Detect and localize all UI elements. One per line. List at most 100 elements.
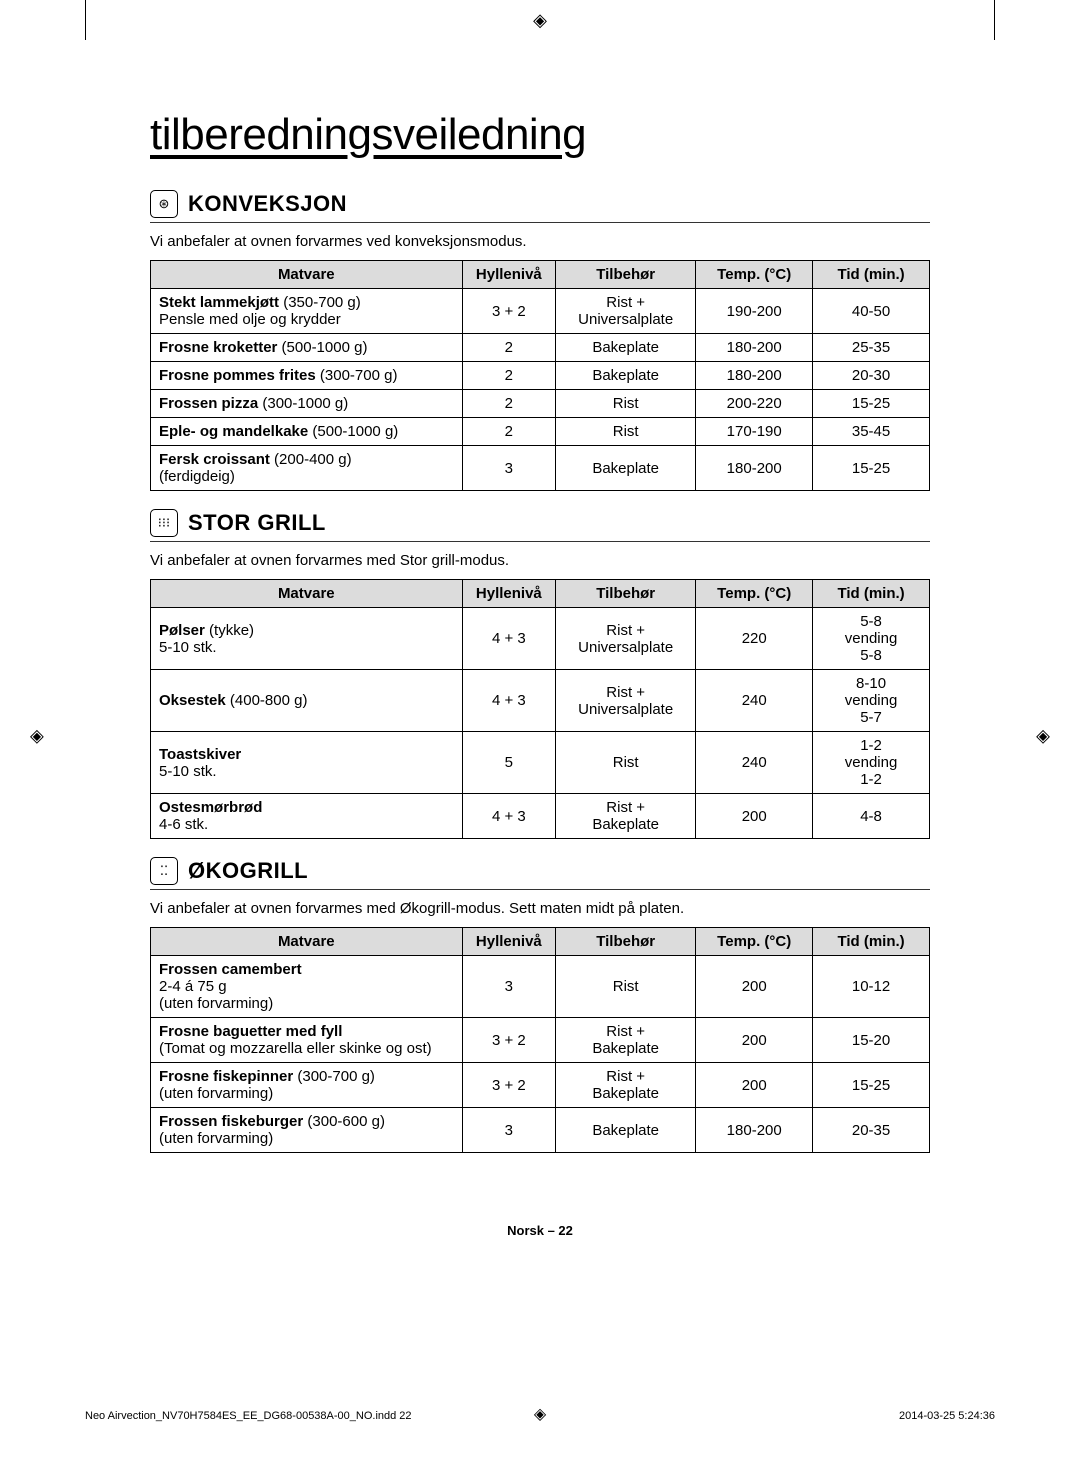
table-cell: 180-200	[696, 334, 813, 362]
table-cell: 5-8vending5-8	[813, 608, 930, 670]
page-title: tilberedningsveiledning	[150, 110, 930, 160]
table-cell: 35-45	[813, 418, 930, 446]
table-cell: Pølser (tykke)5-10 stk.	[151, 608, 463, 670]
table-cell: 200	[696, 1018, 813, 1063]
table-cell: Oksestek (400-800 g)	[151, 670, 463, 732]
section-subtitle: Vi anbefaler at ovnen forvarmes ved konv…	[150, 233, 930, 250]
table-row: Frosne kroketter (500-1000 g)2Bakeplate1…	[151, 334, 930, 362]
section-subtitle: Vi anbefaler at ovnen forvarmes med Stor…	[150, 552, 930, 569]
table-row: Stekt lammekjøtt (350-700 g)Pensle med o…	[151, 289, 930, 334]
table-cell: Ostesmørbrød4-6 stk.	[151, 794, 463, 839]
data-table: MatvareHyllenivåTilbehørTemp. (°C)Tid (m…	[150, 579, 930, 839]
table-cell: Bakeplate	[556, 1108, 696, 1153]
table-row: Frosne pommes frites (300-700 g)2Bakepla…	[151, 362, 930, 390]
table-header: Temp. (°C)	[696, 261, 813, 289]
table-cell: Rist +Bakeplate	[556, 1018, 696, 1063]
table-cell: Rist	[556, 390, 696, 418]
registration-mark-top: ◈	[533, 10, 547, 31]
table-cell: 40-50	[813, 289, 930, 334]
table-cell: Toastskiver5-10 stk.	[151, 732, 463, 794]
table-cell: Rist +Universalplate	[556, 289, 696, 334]
footer-filename: Neo Airvection_NV70H7584ES_EE_DG68-00538…	[85, 1410, 412, 1422]
table-cell: 200	[696, 794, 813, 839]
table-cell: 3 + 2	[462, 1018, 555, 1063]
registration-mark-right: ◈	[1036, 726, 1050, 747]
table-cell: 15-25	[813, 390, 930, 418]
table-cell: 20-35	[813, 1108, 930, 1153]
table-cell: 4-8	[813, 794, 930, 839]
table-cell: 4 + 3	[462, 794, 555, 839]
table-header: Tilbehør	[556, 580, 696, 608]
table-cell: 2	[462, 418, 555, 446]
table-header: Matvare	[151, 928, 463, 956]
table-header: Hyllenivå	[462, 928, 555, 956]
table-cell: 3	[462, 446, 555, 491]
table-cell: Bakeplate	[556, 334, 696, 362]
page-content: tilberedningsveiledning ⊛ KONVEKSJON Vi an…	[0, 0, 1080, 1238]
table-header: Tilbehør	[556, 261, 696, 289]
table-cell: 190-200	[696, 289, 813, 334]
table-cell: 5	[462, 732, 555, 794]
footer-timestamp: 2014-03-25 5:24:36	[899, 1410, 995, 1422]
table-cell: 8-10vending5-7	[813, 670, 930, 732]
table-header: Tilbehør	[556, 928, 696, 956]
sections-container: ⊛ KONVEKSJON Vi anbefaler at ovnen forvarm…	[150, 190, 930, 1153]
section-title: KONVEKSJON	[188, 191, 347, 217]
table-cell: 25-35	[813, 334, 930, 362]
table-row: Fersk croissant (200-400 g)(ferdigdeig)3…	[151, 446, 930, 491]
table-cell: 200	[696, 1063, 813, 1108]
table-cell: 240	[696, 670, 813, 732]
table-cell: Rist +Universalplate	[556, 608, 696, 670]
page-number: Norsk – 22	[150, 1223, 930, 1238]
registration-mark-left: ◈	[30, 726, 44, 747]
table-cell: 4 + 3	[462, 670, 555, 732]
table-cell: 240	[696, 732, 813, 794]
table-cell: 4 + 3	[462, 608, 555, 670]
table-row: Toastskiver5-10 stk.5Rist2401-2vending1-…	[151, 732, 930, 794]
table-cell: 15-20	[813, 1018, 930, 1063]
table-row: Ostesmørbrød4-6 stk.4 + 3Rist +Bakeplate…	[151, 794, 930, 839]
table-cell: 220	[696, 608, 813, 670]
registration-mark-bottom: ◈	[534, 1404, 546, 1424]
table-cell: Frosne pommes frites (300-700 g)	[151, 362, 463, 390]
section-icon: ⁚⁚	[150, 857, 178, 885]
table-cell: 20-30	[813, 362, 930, 390]
table-row: Pølser (tykke)5-10 stk.4 + 3Rist +Univer…	[151, 608, 930, 670]
table-row: Frosne baguetter med fyll(Tomat og mozza…	[151, 1018, 930, 1063]
table-header: Matvare	[151, 580, 463, 608]
section-icon: ⊛	[150, 190, 178, 218]
table-cell: Frossen pizza (300-1000 g)	[151, 390, 463, 418]
table-cell: Bakeplate	[556, 446, 696, 491]
table-header: Tid (min.)	[813, 261, 930, 289]
table-cell: 2	[462, 362, 555, 390]
table-cell: Rist	[556, 418, 696, 446]
table-cell: Frossen fiskeburger (300-600 g)(uten for…	[151, 1108, 463, 1153]
table-cell: Rist +Universalplate	[556, 670, 696, 732]
table-cell: Rist	[556, 956, 696, 1018]
table-cell: 3	[462, 1108, 555, 1153]
section-header: ⊛ KONVEKSJON	[150, 190, 930, 223]
table-cell: 3	[462, 956, 555, 1018]
table-row: Oksestek (400-800 g)4 + 3Rist +Universal…	[151, 670, 930, 732]
section-header: ⁚⁚ØKOGRILL	[150, 857, 930, 890]
table-cell: Frosne kroketter (500-1000 g)	[151, 334, 463, 362]
table-cell: Rist +Bakeplate	[556, 794, 696, 839]
table-cell: Frossen camembert2-4 á 75 g(uten forvarm…	[151, 956, 463, 1018]
table-cell: 170-190	[696, 418, 813, 446]
table-cell: 15-25	[813, 1063, 930, 1108]
table-cell: Rist	[556, 732, 696, 794]
table-cell: Fersk croissant (200-400 g)(ferdigdeig)	[151, 446, 463, 491]
section-header: ⁝⁝⁝STOR GRILL	[150, 509, 930, 542]
table-cell: 180-200	[696, 362, 813, 390]
table-row: Frossen pizza (300-1000 g)2Rist200-22015…	[151, 390, 930, 418]
table-cell: 1-2vending1-2	[813, 732, 930, 794]
table-cell: 200-220	[696, 390, 813, 418]
table-header: Hyllenivå	[462, 580, 555, 608]
table-header: Temp. (°C)	[696, 580, 813, 608]
table-cell: Stekt lammekjøtt (350-700 g)Pensle med o…	[151, 289, 463, 334]
table-cell: 10-12	[813, 956, 930, 1018]
table-cell: Frosne fiskepinner (300-700 g)(uten forv…	[151, 1063, 463, 1108]
table-cell: Eple- og mandelkake (500-1000 g)	[151, 418, 463, 446]
table-cell: 3 + 2	[462, 1063, 555, 1108]
table-row: Frossen fiskeburger (300-600 g)(uten for…	[151, 1108, 930, 1153]
